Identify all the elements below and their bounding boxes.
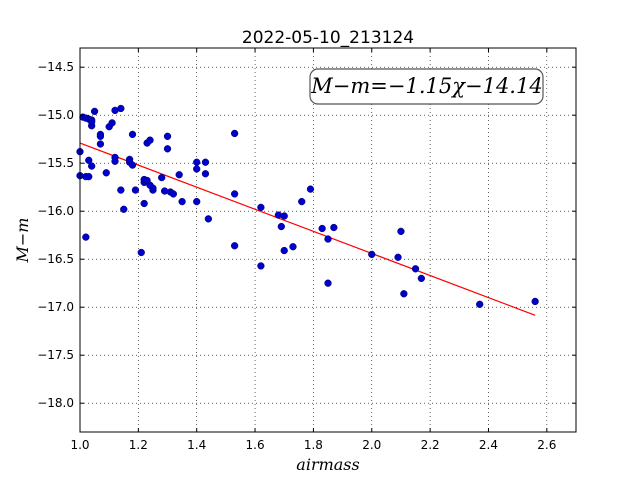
data-point xyxy=(277,222,285,231)
fit-line xyxy=(79,142,536,316)
y-axis-label: M−m xyxy=(13,218,32,264)
fit-equation: M−m=−1.15χ−14.14 xyxy=(310,74,542,98)
y-tick-label: −15.5 xyxy=(37,156,74,170)
data-point xyxy=(257,262,265,270)
plot-frame xyxy=(79,47,577,433)
y-tick-label: −18.0 xyxy=(37,396,74,410)
data-point xyxy=(96,132,105,140)
data-point xyxy=(169,190,178,198)
data-point xyxy=(400,290,408,298)
data-point xyxy=(88,118,96,126)
data-point xyxy=(90,107,99,116)
data-point xyxy=(193,158,201,166)
data-point xyxy=(96,140,105,148)
x-tick-label: 1.8 xyxy=(304,438,323,452)
data-point xyxy=(117,104,125,113)
data-point xyxy=(117,186,125,194)
data-point xyxy=(158,173,166,182)
data-point xyxy=(368,250,376,259)
data-points xyxy=(76,104,539,308)
x-tick-label: 1.6 xyxy=(246,438,265,452)
data-point xyxy=(324,235,332,243)
data-point xyxy=(289,243,297,251)
data-point xyxy=(230,129,239,138)
data-point xyxy=(128,130,137,139)
y-tick-label: −17.0 xyxy=(37,300,74,314)
data-point xyxy=(257,203,265,212)
data-point xyxy=(476,300,484,308)
data-point xyxy=(298,197,306,206)
x-tick-label: 2.0 xyxy=(362,438,381,452)
data-point xyxy=(163,145,172,153)
data-point xyxy=(280,212,288,220)
x-tick-label: 1.2 xyxy=(129,438,148,452)
data-point xyxy=(394,253,402,261)
data-point xyxy=(149,184,157,192)
data-point xyxy=(128,161,137,169)
data-point xyxy=(324,279,332,287)
data-point xyxy=(108,119,116,127)
x-tick-label: 2.2 xyxy=(421,438,440,452)
data-point xyxy=(230,242,239,250)
x-axis-label: airmass xyxy=(296,455,359,474)
data-point xyxy=(318,224,326,233)
data-point xyxy=(102,169,110,177)
annotation-frame xyxy=(309,68,544,105)
data-point xyxy=(230,190,239,198)
x-tick-label: 1.0 xyxy=(70,438,89,452)
x-tick-label: 2.6 xyxy=(537,438,556,452)
data-point xyxy=(306,185,315,193)
data-point xyxy=(85,172,93,181)
data-point xyxy=(111,157,119,165)
axis-ticks: 1.0 1.2 1.4 1.6 1.8 2.0 2.2 2.4 2.6 −14.5 −15.0 −15… xyxy=(37,48,576,452)
data-point xyxy=(411,265,420,273)
data-point xyxy=(193,165,201,173)
data-point xyxy=(120,205,128,213)
y-tick-label: −14.5 xyxy=(37,60,74,74)
data-point xyxy=(193,197,201,206)
data-point xyxy=(417,274,426,283)
annotation-box: M−m=−1.15χ−14.14 xyxy=(309,68,544,105)
data-point xyxy=(531,297,539,306)
data-point xyxy=(330,223,338,232)
data-point xyxy=(175,171,183,179)
data-point xyxy=(82,233,90,241)
x-tick-label: 2.4 xyxy=(479,438,498,452)
data-point xyxy=(163,132,172,140)
data-point xyxy=(201,158,210,166)
plot-area: 1.0 1.2 1.4 1.6 1.8 2.0 2.2 2.4 2.6 −14.5 −15.0 −15… xyxy=(37,47,577,452)
data-point xyxy=(201,170,210,178)
gridlines xyxy=(79,48,576,432)
data-point xyxy=(88,162,96,170)
data-point xyxy=(85,156,93,164)
data-point xyxy=(204,215,213,223)
data-point xyxy=(397,227,405,236)
data-point xyxy=(280,246,288,255)
y-tick-label: −15.0 xyxy=(37,108,74,122)
fit-layer xyxy=(79,142,536,316)
data-point xyxy=(146,136,154,144)
data-point xyxy=(131,186,140,194)
data-point xyxy=(178,197,186,206)
y-tick-label: −16.0 xyxy=(37,204,74,218)
y-tick-label: −17.5 xyxy=(37,348,74,362)
data-point xyxy=(137,248,145,257)
x-tick-label: 1.4 xyxy=(187,438,206,452)
y-tick-label: −16.5 xyxy=(37,252,74,266)
data-point xyxy=(140,199,148,208)
chart-title: 2022-05-10_213124 xyxy=(242,28,414,48)
